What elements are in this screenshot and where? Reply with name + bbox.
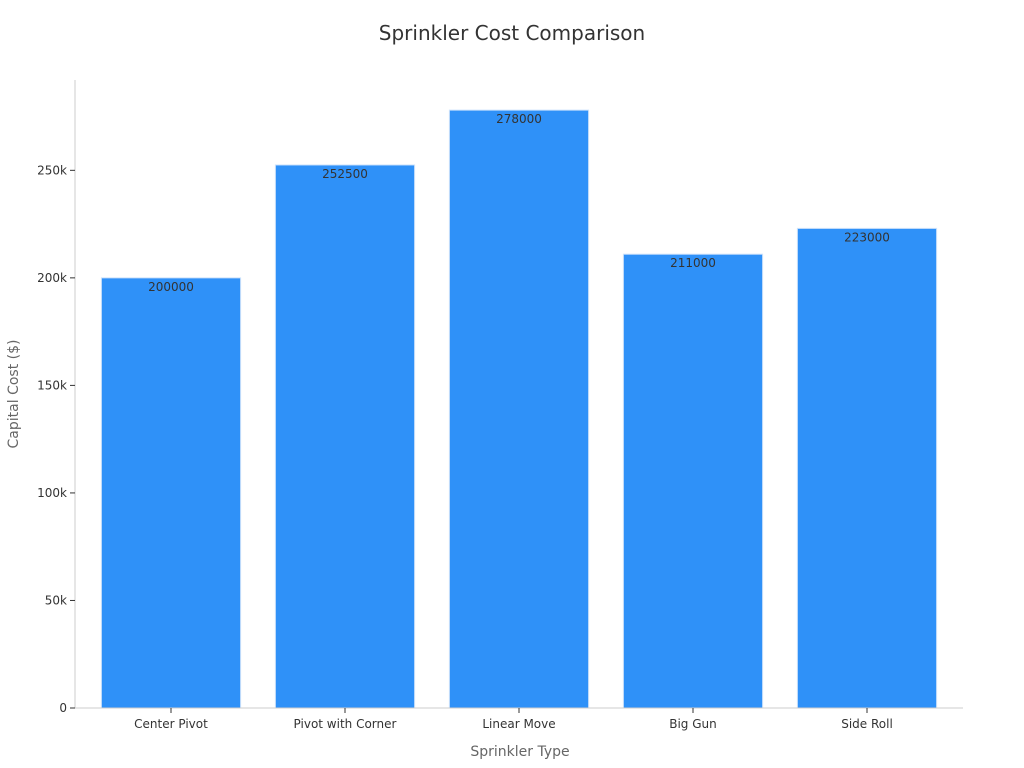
bar xyxy=(622,253,764,709)
chart-title: Sprinkler Cost Comparison xyxy=(379,21,645,45)
y-tick-label: 0 xyxy=(59,701,67,715)
bar-value-label: 211000 xyxy=(670,256,716,270)
y-tick-label: 50k xyxy=(45,593,67,607)
y-axis-label: Capital Cost ($) xyxy=(6,340,22,449)
bar xyxy=(100,277,242,709)
bar xyxy=(448,109,590,709)
y-tick-label: 150k xyxy=(37,378,67,392)
bar-value-label: 223000 xyxy=(844,230,890,244)
bar xyxy=(274,164,416,709)
bar-value-label: 278000 xyxy=(496,112,542,126)
x-axis-label: Sprinkler Type xyxy=(470,744,569,760)
y-tick-label: 100k xyxy=(37,486,67,500)
x-tick-label: Big Gun xyxy=(669,717,717,731)
x-ticks-group: Center Pivot Pivot with Corner Linear Move… xyxy=(134,708,893,731)
bars-group xyxy=(100,109,938,709)
y-ticks-group: 0 50k 100k 150k 200k 250k xyxy=(37,163,75,715)
y-tick-label: 200k xyxy=(37,271,67,285)
x-tick-label: Side Roll xyxy=(841,717,893,731)
data-labels-group: 200000 252500 278000 211000 223000 xyxy=(148,112,890,294)
bar-value-label: 252500 xyxy=(322,167,368,181)
x-tick-label: Pivot with Corner xyxy=(294,717,397,731)
bar xyxy=(796,227,938,709)
x-tick-label: Center Pivot xyxy=(134,717,208,731)
bar-value-label: 200000 xyxy=(148,280,194,294)
x-tick-label: Linear Move xyxy=(482,717,555,731)
y-tick-label: 250k xyxy=(37,163,67,177)
